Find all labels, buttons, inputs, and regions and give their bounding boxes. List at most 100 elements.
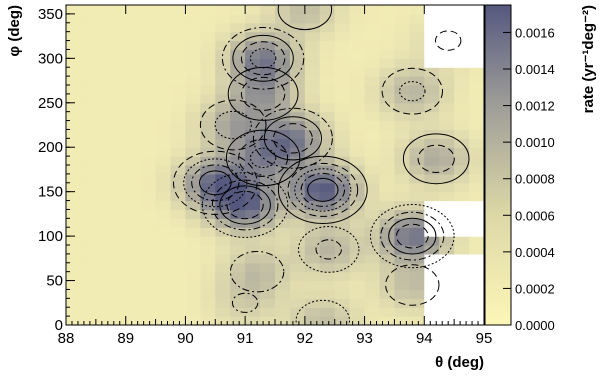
heatmap-cell [469, 245, 484, 255]
contour-line [229, 251, 285, 293]
heatmap-cell [275, 298, 291, 308]
heatmap-cell [469, 280, 484, 291]
heatmap-cell [349, 289, 366, 299]
heatmap-cell [409, 316, 425, 325]
heatmap-cell [364, 316, 381, 325]
heatmap-cell [260, 85, 276, 95]
heatmap-cell [364, 298, 381, 308]
heatmap-cell [334, 102, 351, 113]
heatmap-cell [155, 138, 172, 148]
y-tick-label: 250 [38, 95, 63, 112]
heatmap-cell [140, 76, 157, 86]
heatmap-cell [319, 58, 336, 68]
heatmap-cell [170, 316, 187, 325]
heatmap-cell [245, 227, 261, 237]
heatmap-cell [95, 200, 112, 211]
heatmap-cell [155, 236, 172, 246]
heatmap-cell [275, 262, 291, 273]
heatmap-cell [215, 22, 231, 33]
heatmap-cell [379, 307, 396, 317]
heatmap-cell [260, 40, 276, 51]
heatmap-cell [349, 316, 366, 325]
heatmap-cell [289, 138, 306, 148]
heatmap-cell [80, 191, 97, 202]
heatmap-cell [379, 67, 396, 77]
heatmap-cell [454, 156, 470, 166]
heatmap-cell [215, 316, 231, 325]
heatmap-cell [394, 200, 410, 211]
heatmap-cell [319, 200, 336, 211]
heatmap-cell [454, 31, 470, 42]
heatmap-cell [260, 236, 276, 246]
heatmap-cell [125, 227, 142, 237]
heatmap-cell [334, 209, 351, 219]
heatmap-cell [140, 129, 157, 139]
heatmap-cell [334, 173, 351, 184]
heatmap-cell [289, 253, 306, 264]
heatmap-cell [409, 271, 425, 282]
heatmap-cell [215, 156, 231, 166]
heatmap-cell [230, 307, 246, 317]
heatmap-cell [125, 165, 142, 175]
heatmap-cell [394, 40, 410, 51]
heatmap-cell [454, 182, 470, 193]
heatmap-cell [409, 40, 425, 51]
heatmap-cell [439, 111, 455, 122]
contour-line [214, 110, 252, 140]
heatmap-cell [469, 253, 484, 264]
heatmap-cell [95, 67, 112, 77]
heatmap-cell [125, 13, 142, 24]
heatmap-cell [140, 147, 157, 157]
heatmap-cell [140, 22, 157, 33]
heatmap-cell [304, 102, 321, 113]
heatmap-cell [334, 85, 351, 95]
heatmap-cell [260, 271, 276, 282]
heatmap-cell [364, 138, 381, 148]
heatmap-cell [80, 93, 97, 104]
heatmap-cell [349, 58, 366, 68]
heatmap-cell [334, 182, 351, 193]
heatmap-cell [275, 227, 291, 237]
heatmap-cell [439, 245, 455, 255]
heatmap-cell [170, 209, 187, 219]
heatmap-cell [289, 156, 306, 166]
heatmap-cell [170, 182, 187, 193]
heatmap-cell [230, 289, 246, 299]
heatmap-cell [140, 236, 157, 246]
heatmap-cell [200, 298, 216, 308]
heatmap-cell [424, 67, 440, 77]
heatmap-cell [424, 120, 440, 131]
heatmap-cell [215, 102, 231, 113]
heatmap-cell [66, 93, 82, 104]
heatmap-cell [424, 209, 440, 219]
heatmap-cell [110, 5, 127, 15]
heatmap-cell [95, 156, 112, 166]
heatmap-cell [379, 262, 396, 273]
heatmap-cell [170, 31, 187, 42]
heatmap-cell [469, 58, 484, 68]
colorbar-tick-label: 0.0000 [515, 318, 555, 333]
heatmap-cell [469, 5, 484, 15]
heatmap-cell [260, 5, 276, 15]
heatmap-cell [364, 156, 381, 166]
heatmap-cell [439, 271, 455, 282]
heatmap-cell [230, 93, 246, 104]
heatmap-cell [304, 182, 321, 193]
heatmap-cell [275, 58, 291, 68]
heatmap-cell [95, 120, 112, 131]
heatmap-cell [185, 156, 201, 166]
heatmap-cell [409, 191, 425, 202]
heatmap-cell [394, 138, 410, 148]
heatmap-cell [140, 85, 157, 95]
heatmap-cell [230, 120, 246, 131]
heatmap-cell [439, 316, 455, 325]
heatmap-cell [379, 129, 396, 139]
heatmap-cell [80, 253, 97, 264]
heatmap-cell [125, 236, 142, 246]
heatmap-cell [469, 40, 484, 51]
heatmap-cell [155, 227, 172, 237]
heatmap-cell [260, 156, 276, 166]
heatmap-cell [66, 289, 82, 299]
heatmap-cell [80, 218, 97, 228]
